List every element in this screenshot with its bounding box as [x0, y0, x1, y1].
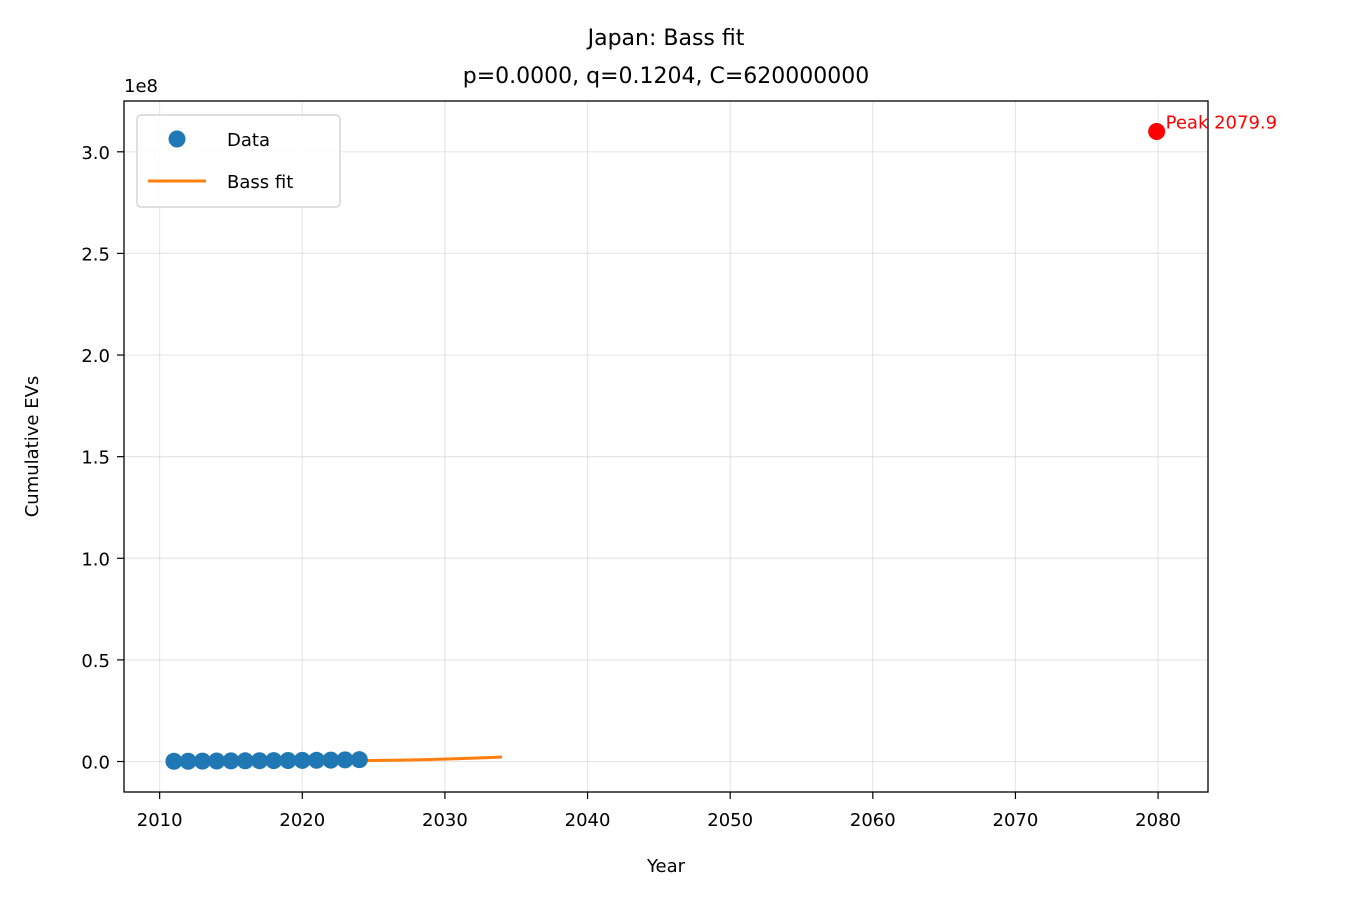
data-point — [179, 752, 197, 770]
y-tick-label: 3.0 — [81, 143, 110, 164]
data-point — [308, 751, 326, 769]
chart-title: Japan: Bass fit — [586, 26, 745, 51]
y-tick-label: 0.0 — [81, 753, 110, 774]
legend-label-data: Data — [227, 130, 270, 151]
y-tick-label: 1.5 — [81, 448, 110, 469]
data-point — [208, 752, 226, 770]
data-point — [336, 751, 354, 769]
x-tick-label: 2010 — [137, 810, 183, 831]
x-tick-label: 2020 — [279, 810, 325, 831]
data-point — [251, 752, 268, 770]
legend-label-bass-fit: Bass fit — [227, 172, 293, 193]
y-tick-label: 2.0 — [81, 346, 110, 367]
data-point — [193, 752, 211, 770]
peak-annotation: Peak 2079.9 — [1148, 112, 1277, 140]
data-point — [350, 751, 368, 769]
plot-series — [165, 751, 503, 770]
legend-box — [136, 114, 341, 208]
chart-subtitle: p=0.0000, q=0.1204, C=620000000 — [463, 64, 870, 89]
peak-marker — [1148, 122, 1166, 140]
x-tick-label: 2080 — [1135, 810, 1181, 831]
axis-ticks: 2010 2020 2030 2040 2050 2060 2070 2080 0.0 0.5 1.… — [81, 143, 1181, 831]
legend: Data Bass fit — [136, 114, 341, 208]
x-tick-label: 2050 — [707, 810, 753, 831]
y-tick-label: 2.5 — [81, 244, 110, 265]
y-axis-label: Cumulative EVs — [22, 376, 43, 518]
x-tick-label: 2060 — [850, 810, 896, 831]
peak-label: Peak 2079.9 — [1166, 112, 1277, 133]
data-point — [293, 751, 311, 769]
x-axis-label: Year — [646, 856, 686, 877]
data-point — [236, 752, 254, 770]
x-tick-label: 2040 — [565, 810, 611, 831]
legend-marker-data — [168, 130, 186, 148]
x-tick-label: 2030 — [422, 810, 468, 831]
x-tick-label: 2070 — [993, 810, 1039, 831]
y-axis-offset-label: 1e8 — [124, 76, 158, 97]
data-point — [322, 751, 340, 769]
data-point — [265, 752, 283, 770]
data-point — [165, 752, 183, 770]
plot-area-frame — [123, 100, 1209, 793]
data-point — [279, 751, 297, 769]
data-point — [222, 752, 240, 770]
y-tick-label: 0.5 — [81, 651, 110, 672]
grid — [124, 101, 1208, 792]
y-tick-label: 1.0 — [81, 549, 110, 570]
